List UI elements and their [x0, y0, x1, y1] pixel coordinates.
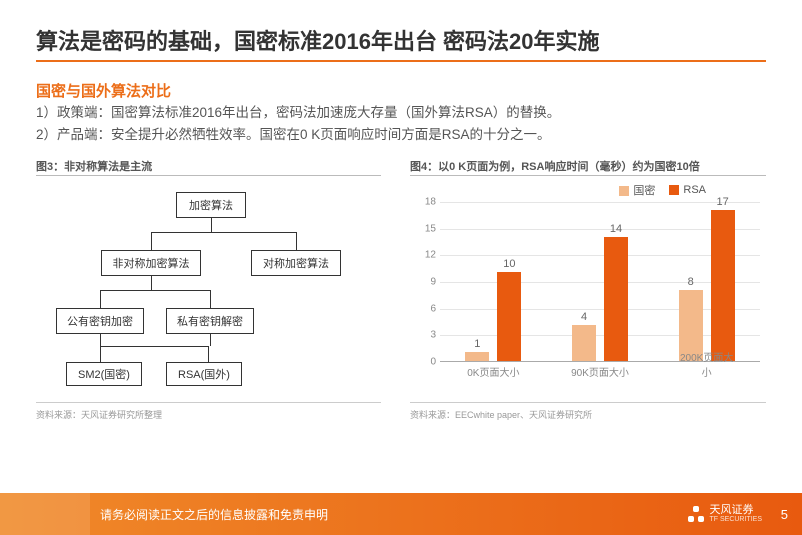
chart-y-tick: 6: [416, 303, 436, 314]
bar-series1: [465, 352, 489, 361]
tree-connector: [100, 290, 101, 308]
tree-node-root: 加密算法: [176, 192, 246, 218]
tree-connector: [151, 232, 152, 250]
bullet-1: 1）政策端：国密算法标准2016年出台，密码法加速庞大存量（国外算法RSA）的替…: [36, 102, 560, 124]
tree-connector: [100, 290, 210, 291]
bar-series2: [497, 272, 521, 361]
chart-y-tick: 12: [416, 250, 436, 261]
bar-value-label: 4: [581, 311, 587, 323]
tree-connector: [208, 346, 209, 362]
brand-en: TF SECURITIES: [709, 516, 762, 523]
tree-node-asym: 非对称加密算法: [101, 250, 201, 276]
chart-gridline: [440, 202, 760, 203]
bar-series2: [711, 210, 735, 361]
tree-node-rsa: RSA(国外): [166, 362, 242, 386]
tree-connector: [100, 334, 101, 346]
bullet-2: 2）产品端：安全提升必然牺牲效率。国密在0 K页面响应时间方面是RSA的十分之一…: [36, 124, 560, 146]
chart-legend: 国密 RSA: [619, 182, 706, 198]
chart-x-tick: 0K页面大小: [467, 364, 519, 379]
tree-connector: [100, 346, 208, 347]
chart-y-tick: 18: [416, 197, 436, 208]
tree-node-sm2: SM2(国密): [66, 362, 142, 386]
legend-item-2: RSA: [669, 184, 706, 196]
slide: 算法是密码的基础，国密标准2016年出台 密码法20年实施 国密与国外算法对比 …: [0, 0, 802, 535]
title-underline: [36, 60, 766, 62]
legend-swatch-1: [619, 186, 629, 196]
chart-y-tick: 0: [416, 357, 436, 368]
subtitle: 国密与国外算法对比: [36, 80, 171, 101]
bar-series2: [604, 237, 628, 361]
fig3-source-rule: [36, 402, 381, 403]
footer-disclaimer: 请务必阅读正文之后的信息披露和免责申明: [100, 506, 328, 523]
chart-x-tick: 200K页面大小: [680, 349, 733, 379]
bar-value-label: 8: [688, 276, 694, 288]
footer-bar: 请务必阅读正文之后的信息披露和免责申明 天风证券 TF SECURITIES 5: [0, 493, 802, 535]
legend-item-1: 国密: [619, 182, 655, 198]
tree-connector: [210, 334, 211, 346]
tree-connector: [210, 290, 211, 308]
tree-connector: [151, 232, 296, 233]
brand-logo-text: 天风证券 TF SECURITIES: [709, 505, 762, 523]
tree-connector: [211, 218, 212, 232]
tree-connector: [100, 346, 101, 362]
fig4-source-rule: [410, 402, 766, 403]
bar-value-label: 1: [474, 338, 480, 350]
tree-node-sym: 对称加密算法: [251, 250, 341, 276]
tree-node-pub: 公有密钥加密: [56, 308, 144, 334]
tree-node-priv: 私有密钥解密: [166, 308, 254, 334]
bar-value-label: 14: [610, 223, 622, 235]
page-number: 5: [781, 507, 788, 522]
legend-label-1: 国密: [633, 185, 655, 197]
bar-value-label: 10: [503, 258, 515, 270]
legend-label-2: RSA: [683, 184, 706, 196]
fig4-caption: 图4：以0 K页面为例，RSA响应时间（毫秒）约为国密10倍: [410, 158, 700, 174]
brand-cn: 天风证券: [709, 505, 762, 516]
bar-series1: [572, 325, 596, 361]
legend-swatch-2: [669, 185, 679, 195]
fig4-source: 资料来源：EECwhite paper、天风证券研究所: [410, 408, 592, 421]
fig4-caption-rule: [410, 175, 766, 176]
chart-y-tick: 9: [416, 277, 436, 288]
fig3-source: 资料来源：天风证券研究所整理: [36, 408, 162, 421]
chart-x-tick: 90K页面大小: [571, 364, 629, 379]
fig3-caption-rule: [36, 175, 381, 176]
footer-accent-box: [0, 493, 90, 535]
bullet-list: 1）政策端：国密算法标准2016年出台，密码法加速庞大存量（国外算法RSA）的替…: [36, 102, 560, 145]
chart-plot-area: 03691215181100K页面大小41490K页面大小817200K页面大小: [440, 202, 760, 362]
brand-logo: 天风证券 TF SECURITIES: [688, 505, 762, 523]
chart-y-tick: 15: [416, 223, 436, 234]
slide-title: 算法是密码的基础，国密标准2016年出台 密码法20年实施: [36, 24, 600, 56]
bar-value-label: 17: [717, 196, 729, 208]
fig4-bar-chart: 国密 RSA 0 3 6 9 12 15 18 1 10 0K页面大小 4 14 90K页面大小 8 17 2…: [410, 180, 766, 395]
tree-connector: [296, 232, 297, 250]
tree-connector: [151, 276, 152, 290]
fig3-tree-diagram: 加密算法非对称加密算法 对称加密算法公有密钥加密私有密钥解密 SM2(国密) RSA(…: [36, 180, 381, 395]
chart-y-tick: 3: [416, 330, 436, 341]
brand-logo-icon: [688, 506, 704, 522]
fig3-caption: 图3：非对称算法是主流: [36, 158, 152, 174]
